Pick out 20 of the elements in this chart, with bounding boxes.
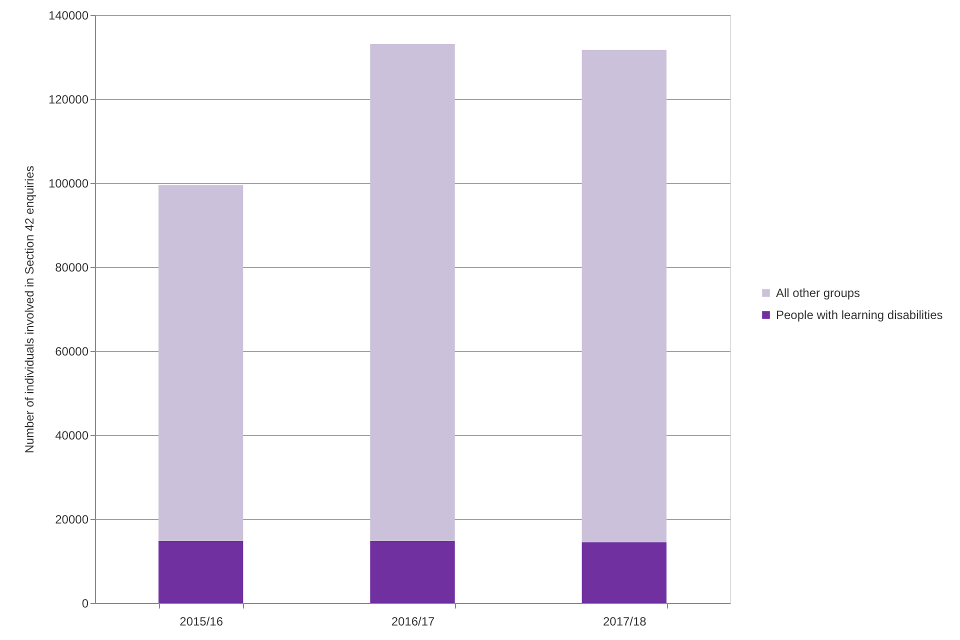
bar (370, 44, 455, 541)
y-tick-label: 40000 (55, 428, 89, 442)
y-axis-title: Number of individuals involved in Section 42 enquiries (22, 166, 36, 454)
y-tick-label: 80000 (55, 260, 89, 274)
y-tick-label: 120000 (48, 92, 89, 106)
bar (158, 185, 244, 541)
y-tick-label: 60000 (55, 344, 89, 358)
x-tick-label: 2016/17 (391, 614, 436, 628)
legend-label: All other groups (776, 286, 860, 300)
y-tick-label: 20000 (55, 512, 89, 526)
y-tick-label: 0 (82, 596, 89, 610)
bar (158, 540, 244, 603)
x-tick-label: 2015/16 (180, 614, 224, 628)
x-tick-label: 2017/18 (602, 614, 647, 628)
y-tick-label: 140000 (48, 8, 89, 22)
y-tick-label: 100000 (48, 176, 89, 190)
bar (582, 542, 666, 603)
legend-label: People with learning disabilities (776, 308, 943, 322)
bar (370, 540, 455, 603)
bar (582, 50, 666, 542)
